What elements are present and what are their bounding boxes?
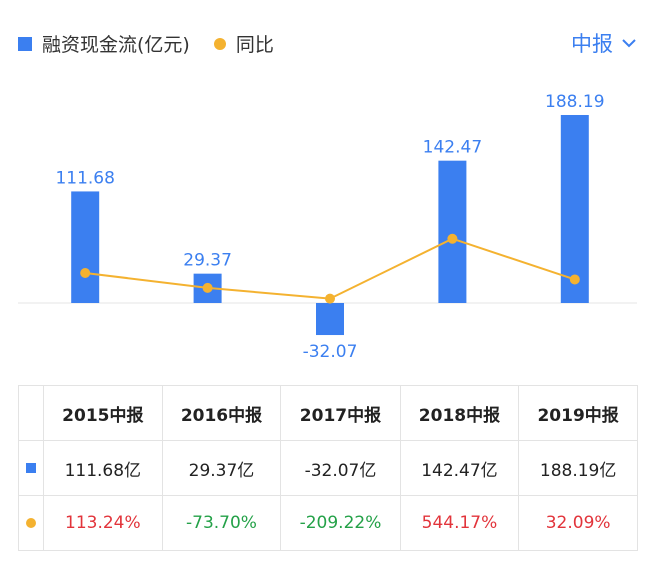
legend-series2-label: 同比 — [235, 34, 274, 56]
table-corner-cell — [18, 385, 44, 441]
row-swatch-cell — [18, 440, 44, 496]
bar-value-label: -32.07 — [303, 342, 358, 362]
table-row: 111.68亿 29.37亿 -32.07亿 142.47亿 188.19亿 — [18, 440, 638, 496]
bar-series-icon — [26, 463, 36, 473]
yoy-series-line — [85, 237, 576, 300]
bar-value-label: 29.37 — [183, 251, 232, 271]
bar-2018中报 — [438, 160, 467, 303]
table-cell: -209.22% — [280, 495, 401, 551]
yoy-point — [447, 233, 458, 244]
bar-legend-swatch — [18, 36, 32, 51]
table-header-cell: 2015中报 — [43, 385, 163, 441]
yoy-point — [80, 267, 91, 278]
row-swatch-cell — [18, 495, 44, 551]
chart-legend: 融资现金流(亿元) 同比 — [18, 30, 274, 57]
data-table: 2015中报 2016中报 2017中报 2018中报 2019中报 111.6… — [18, 385, 638, 551]
table-cell: -32.07亿 — [280, 440, 401, 496]
line-series-icon — [26, 518, 36, 528]
yoy-point — [202, 282, 213, 293]
table-cell: 32.09% — [518, 495, 638, 551]
bar-2015中报 — [71, 191, 100, 303]
table-cell: 142.47亿 — [399, 440, 520, 496]
table-header-cell: 2018中报 — [399, 385, 520, 441]
table-header-row: 2015中报 2016中报 2017中报 2018中报 2019中报 — [18, 385, 638, 441]
bar-value-label: 188.19 — [545, 92, 604, 112]
line-legend-swatch — [213, 37, 226, 50]
chevron-down-icon — [622, 39, 636, 48]
yoy-point — [325, 293, 335, 304]
bar-line-chart: 111.68 29.37 -32.07 142.47 188.19 — [18, 92, 637, 362]
table-cell: 544.17% — [399, 495, 520, 551]
table-cell: 188.19亿 — [518, 440, 638, 496]
yoy-point — [569, 274, 580, 285]
table-row: 113.24% -73.70% -209.22% 544.17% 32.09% — [18, 495, 638, 551]
bar-value-label: 142.47 — [423, 138, 482, 158]
bar-value-label: 111.68 — [55, 168, 114, 188]
legend-series1-label: 融资现金流(亿元) — [42, 34, 190, 56]
table-cell: 113.24% — [43, 495, 163, 551]
table-cell: 29.37亿 — [161, 440, 282, 496]
table-header-cell: 2016中报 — [161, 385, 282, 441]
period-dropdown[interactable]: 中报 — [571, 28, 637, 58]
table-header-cell: 2017中报 — [280, 385, 401, 441]
table-cell: -73.70% — [161, 495, 282, 551]
bar-2017中报 — [316, 303, 344, 336]
period-dropdown-label: 中报 — [571, 32, 613, 56]
table-header-cell: 2019中报 — [518, 385, 638, 441]
table-cell: 111.68亿 — [43, 440, 163, 496]
bar-2019中报 — [560, 114, 589, 303]
